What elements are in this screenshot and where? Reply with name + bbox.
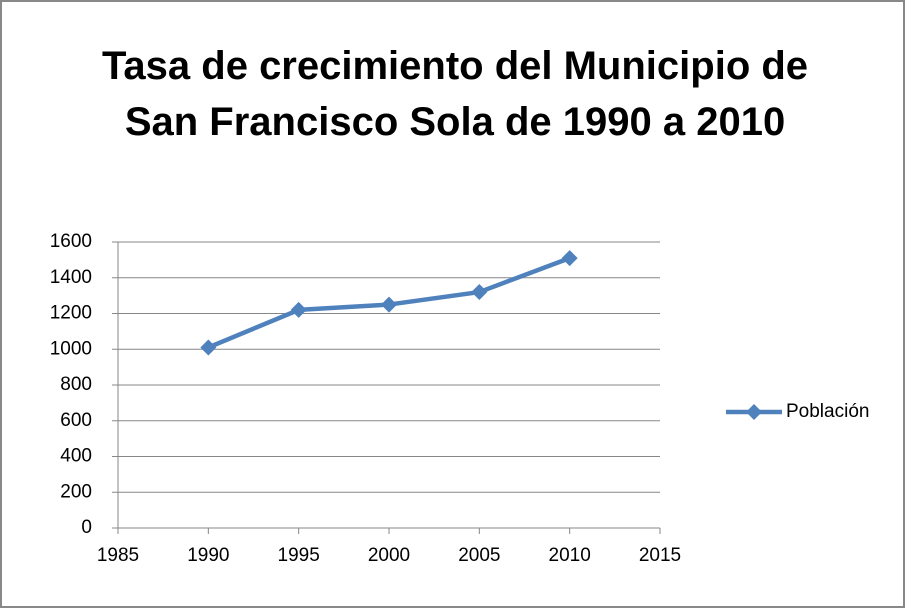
- x-tick-label: 1985: [97, 545, 139, 566]
- x-tick-label: 1995: [278, 545, 320, 566]
- data-point: [381, 296, 397, 313]
- x-tick-label: 1990: [187, 545, 229, 566]
- y-tick-label: 600: [60, 410, 92, 431]
- data-point: [471, 284, 488, 301]
- y-tick-label: 200: [60, 481, 92, 502]
- x-tick-label: 2005: [458, 545, 500, 566]
- legend-marker: [746, 404, 762, 420]
- y-tick-label: 800: [60, 374, 92, 395]
- x-tick-label: 2000: [368, 545, 410, 566]
- y-tick-label: 1600: [50, 231, 92, 252]
- data-point: [561, 250, 578, 267]
- y-tick-label: 1400: [50, 267, 92, 288]
- legend-label: Población: [786, 401, 869, 422]
- y-tick-label: 1200: [50, 303, 92, 324]
- data-point: [290, 301, 307, 318]
- data-point: [200, 339, 217, 356]
- chart-title: Tasa de crecimiento del Municipio de San…: [101, 44, 809, 144]
- x-tick-label: 2015: [639, 545, 681, 566]
- y-tick-label: 400: [60, 446, 92, 467]
- x-tick-label: 2010: [549, 545, 591, 566]
- y-tick-label: 0: [81, 517, 92, 538]
- y-tick-label: 1000: [50, 338, 92, 359]
